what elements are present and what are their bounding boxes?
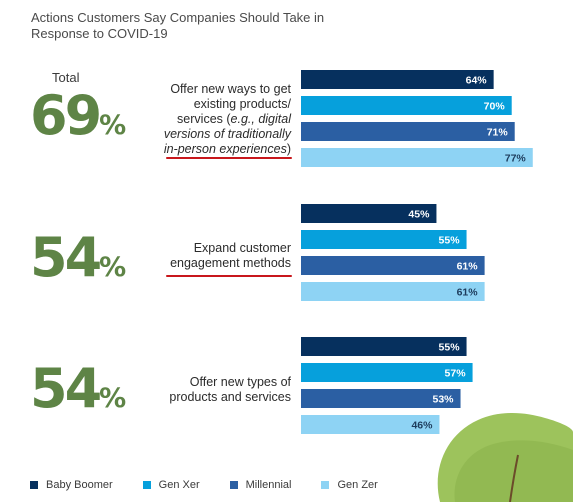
- bar-millennial-group-1: [301, 122, 515, 141]
- data-label-millennial-group-2: 61%: [457, 261, 479, 273]
- category-label-2-line-2: engagement methods: [170, 256, 291, 270]
- red-underline-2: [166, 275, 292, 277]
- category-label-3: Offer new types of products and services: [151, 375, 291, 405]
- data-label-baby-boomer-group-3: 55%: [439, 342, 461, 354]
- category-label-1-line-3: services (e.g., digital: [177, 112, 291, 126]
- total-value-group-1: 69%: [30, 84, 126, 147]
- bar-baby-boomer-group-3: [301, 337, 467, 356]
- bar-baby-boomer-group-1: [301, 70, 494, 89]
- category-label-2-line-1: Expand customer: [193, 241, 291, 255]
- total-label: Total: [52, 70, 80, 85]
- legend-item-gen-xer: Gen Xer: [142, 479, 200, 491]
- legend-swatch: [321, 481, 330, 489]
- bar-gen-xer-group-1: [301, 96, 512, 115]
- data-label-gen-xer-group-3: 57%: [445, 368, 467, 380]
- bar-millennial-group-2: [301, 256, 485, 275]
- bar-gen-xer-group-3: [301, 363, 473, 382]
- legend-label: Gen Zer: [337, 479, 378, 491]
- data-label-gen-zer-group-2: 61%: [457, 287, 479, 299]
- category-label-1: Offer new ways to get existing products/…: [151, 82, 291, 157]
- legend-label: Millennial: [245, 479, 292, 491]
- legend-label: Gen Xer: [158, 479, 200, 491]
- legend-item-baby-boomer: Baby Boomer: [30, 479, 113, 491]
- data-label-gen-zer-group-3: 46%: [411, 420, 433, 432]
- total-number: 54: [30, 357, 102, 420]
- bar-baby-boomer-group-2: [301, 204, 437, 223]
- bar-millennial-group-3: [301, 389, 461, 408]
- data-label-gen-zer-group-1: 77%: [505, 153, 527, 165]
- category-label-2: Expand customer engagement methods: [151, 241, 291, 271]
- bar-gen-zer-group-3: [301, 415, 440, 434]
- legend-item-gen-zer: Gen Zer: [321, 479, 378, 491]
- legend-label: Baby Boomer: [46, 479, 113, 491]
- legend-swatch: [229, 481, 238, 489]
- total-percent-sign: %: [99, 383, 127, 414]
- category-label-1-line-5: in-person experiences): [163, 142, 291, 156]
- data-label-millennial-group-1: 71%: [487, 127, 509, 139]
- total-percent-sign: %: [99, 252, 127, 283]
- legend: Baby Boomer Gen Xer Millennial Gen Zer: [30, 478, 408, 492]
- total-value-group-2: 54%: [30, 226, 126, 289]
- category-label-3-line-2: products and services: [169, 390, 291, 404]
- total-number: 54: [30, 226, 102, 289]
- category-label-1-line-2: existing products/: [193, 97, 291, 111]
- category-label-3-line-1: Offer new types of: [189, 375, 291, 389]
- data-label-gen-xer-group-1: 70%: [484, 101, 506, 113]
- legend-swatch: [142, 481, 151, 489]
- data-label-gen-xer-group-2: 55%: [439, 235, 461, 247]
- data-label-baby-boomer-group-2: 45%: [408, 209, 430, 221]
- bar-gen-zer-group-1: [301, 148, 533, 167]
- chart-title: Actions Customers Say Companies Should T…: [31, 10, 325, 41]
- category-label-1-line-1: Offer new ways to get: [170, 82, 291, 96]
- bar-gen-xer-group-2: [301, 230, 467, 249]
- total-value-group-3: 54%: [30, 357, 126, 420]
- bar-gen-zer-group-2: [301, 282, 485, 301]
- category-label-1-line-4: versions of traditionally: [163, 127, 291, 141]
- decorative-tree: [437, 413, 573, 502]
- legend-item-millennial: Millennial: [229, 479, 292, 491]
- legend-swatch: [30, 481, 38, 489]
- data-label-baby-boomer-group-1: 64%: [466, 75, 488, 87]
- red-underline-1: [166, 157, 292, 159]
- total-percent-sign: %: [99, 110, 127, 141]
- total-number: 69: [30, 84, 102, 147]
- data-label-millennial-group-3: 53%: [433, 394, 455, 406]
